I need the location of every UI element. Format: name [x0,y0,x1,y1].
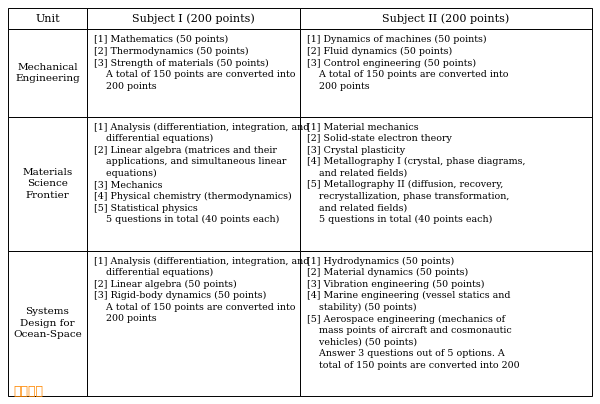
Bar [8,8,87,29]
Text: Mechanical
Engineering: Mechanical Engineering [15,63,80,83]
Text: Materials
Science
Frontier: Materials Science Frontier [22,168,73,200]
Bar [300,117,592,250]
Bar [8,250,87,396]
Bar [300,250,592,396]
Text: [1] Dynamics of machines (50 points)
[2] Fluid dynamics (50 points)
[3] Control : [1] Dynamics of machines (50 points) [2]… [307,35,508,90]
Text: [1] Hydrodynamics (50 points)
[2] Material dynamics (50 points)
[3] Vibration en: [1] Hydrodynamics (50 points) [2] Materi… [307,257,520,370]
Text: Systems
Design for
Ocean-Space: Systems Design for Ocean-Space [13,307,82,339]
Text: [1] Material mechanics
[2] Solid-state electron theory
[3] Crystal plasticity
[4: [1] Material mechanics [2] Solid-state e… [307,123,526,224]
Text: [1] Mathematics (50 points)
[2] Thermodynamics (50 points)
[3] Strength of mater: [1] Mathematics (50 points) [2] Thermody… [94,35,295,90]
Text: Subject II (200 points): Subject II (200 points) [382,13,509,24]
Bar [87,117,300,250]
Text: 柠橙留学: 柠橙留学 [13,385,43,398]
Text: [1] Analysis (differentiation, integration, and
    differential equations)
[2] : [1] Analysis (differentiation, integrati… [94,123,309,224]
Text: Subject I (200 points): Subject I (200 points) [132,13,255,24]
Text: Unit: Unit [35,14,60,24]
Text: [1] Analysis (differentiation, integration, and
    differential equations)
[2] : [1] Analysis (differentiation, integrati… [94,257,309,323]
Bar [300,8,592,29]
Bar [87,8,300,29]
Bar [8,117,87,250]
Bar [8,29,87,117]
Bar [87,250,300,396]
Bar [300,29,592,117]
Bar [87,29,300,117]
